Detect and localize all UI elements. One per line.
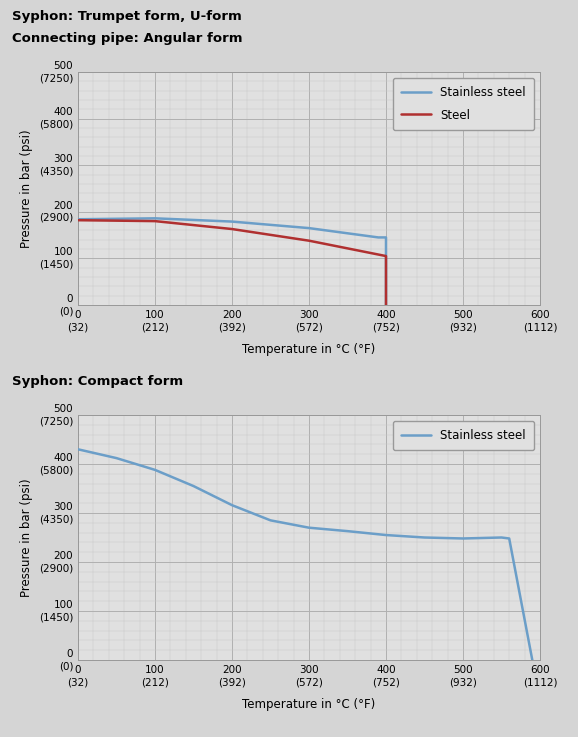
Stainless steel xyxy=(267,516,274,525)
Stainless steel xyxy=(529,656,536,665)
Stainless steel xyxy=(228,217,235,226)
Steel xyxy=(383,251,390,260)
Stainless steel xyxy=(375,233,381,242)
Stainless steel xyxy=(498,533,505,542)
Text: Syphon: Trumpet form, U-form: Syphon: Trumpet form, U-form xyxy=(12,10,241,23)
Stainless steel xyxy=(460,534,466,543)
Line: Stainless steel: Stainless steel xyxy=(78,218,386,305)
Text: Syphon: Compact form: Syphon: Compact form xyxy=(12,375,183,388)
Steel xyxy=(151,217,158,226)
X-axis label: Temperature in °C (°F): Temperature in °C (°F) xyxy=(242,343,376,357)
Steel xyxy=(75,216,81,225)
Line: Stainless steel: Stainless steel xyxy=(78,450,532,660)
Legend: Stainless steel, Steel: Stainless steel, Steel xyxy=(393,78,534,130)
Steel xyxy=(228,225,235,234)
Stainless steel xyxy=(383,531,390,539)
Stainless steel xyxy=(306,224,313,233)
Stainless steel xyxy=(383,233,390,242)
X-axis label: Temperature in °C (°F): Temperature in °C (°F) xyxy=(242,699,376,711)
Stainless steel xyxy=(228,500,235,509)
Stainless steel xyxy=(306,523,313,532)
Stainless steel xyxy=(383,301,390,310)
Steel xyxy=(383,301,390,310)
Y-axis label: Pressure in bar (psi): Pressure in bar (psi) xyxy=(20,478,33,597)
Line: Steel: Steel xyxy=(78,220,386,305)
Stainless steel xyxy=(151,214,158,223)
Stainless steel xyxy=(506,534,513,543)
Stainless steel xyxy=(75,445,81,454)
Stainless steel xyxy=(421,533,428,542)
Text: Connecting pipe: Angular form: Connecting pipe: Angular form xyxy=(12,32,242,45)
Steel xyxy=(306,237,313,245)
Legend: Stainless steel: Stainless steel xyxy=(393,421,534,450)
Stainless steel xyxy=(113,454,120,463)
Stainless steel xyxy=(75,214,81,223)
Stainless steel xyxy=(190,481,197,490)
Y-axis label: Pressure in bar (psi): Pressure in bar (psi) xyxy=(20,129,33,248)
Stainless steel xyxy=(151,466,158,475)
Stainless steel xyxy=(344,527,351,536)
